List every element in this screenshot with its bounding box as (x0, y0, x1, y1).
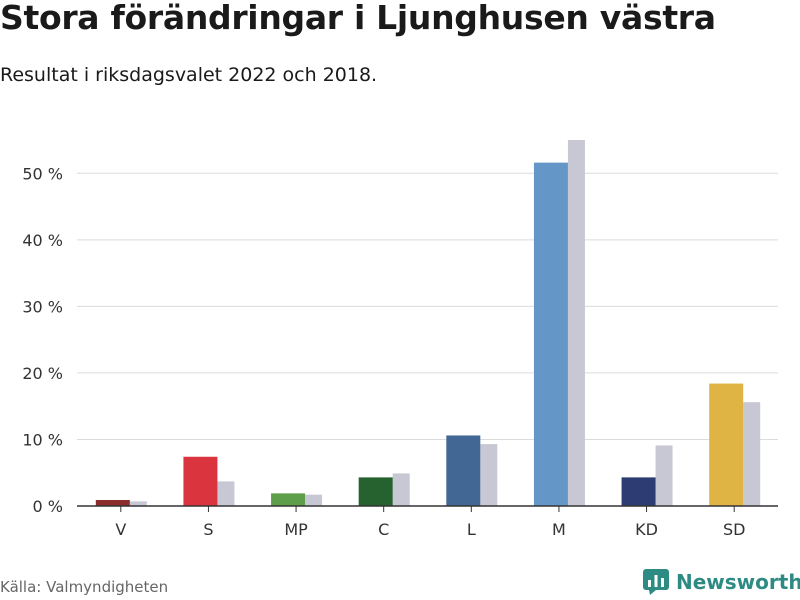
y-tick-label: 40 % (22, 231, 63, 250)
bar-m-2018 (567, 140, 585, 506)
x-tick-label: S (203, 520, 213, 539)
bar-mp-2018 (305, 494, 323, 506)
brand-name: Newsworthy (676, 570, 800, 594)
bar-mp-2022 (271, 493, 306, 506)
y-tick-label: 0 % (33, 497, 63, 516)
newsworthy-logo-icon (643, 569, 669, 595)
chart-subtitle: Resultat i riksdagsvalet 2022 och 2018. (0, 64, 378, 86)
y-tick-label: 10 % (22, 430, 63, 449)
x-tick-label: C (378, 520, 389, 539)
y-tick-label: 20 % (22, 364, 63, 383)
bar-s-2018 (217, 481, 235, 506)
bar-l-2022 (446, 435, 481, 506)
newsworthy-logo: Newsworthy (643, 569, 800, 595)
x-tick-label: M (552, 520, 566, 539)
bar-kd-2018 (655, 445, 673, 506)
x-tick-label: MP (284, 520, 308, 539)
x-tick-label: SD (723, 520, 745, 539)
bar-m-2022 (533, 162, 568, 506)
x-tick-label: KD (635, 520, 658, 539)
bar-v-2018 (129, 501, 147, 506)
bar-c-2018 (392, 473, 410, 506)
y-tick-label: 30 % (22, 297, 63, 316)
chart-title: Stora förändringar i Ljunghusen västra (0, 0, 716, 37)
y-tick-label: 50 % (22, 164, 63, 183)
bar-kd-2022 (621, 477, 656, 506)
bar-sd-2022 (709, 383, 744, 506)
bar-l-2018 (480, 444, 498, 506)
bar-chart: 0 % 10 % 20 % 30 % 40 % 50 % V S MP C L M KD SD (22, 140, 778, 539)
bar-v-2022 (95, 500, 130, 506)
x-tick-label: L (467, 520, 476, 539)
bar-sd-2018 (743, 402, 761, 506)
source-note: Källa: Valmyndigheten (0, 578, 169, 596)
x-tick-label: V (115, 520, 126, 539)
bar-c-2022 (358, 477, 393, 506)
bar-s-2022 (183, 456, 218, 506)
